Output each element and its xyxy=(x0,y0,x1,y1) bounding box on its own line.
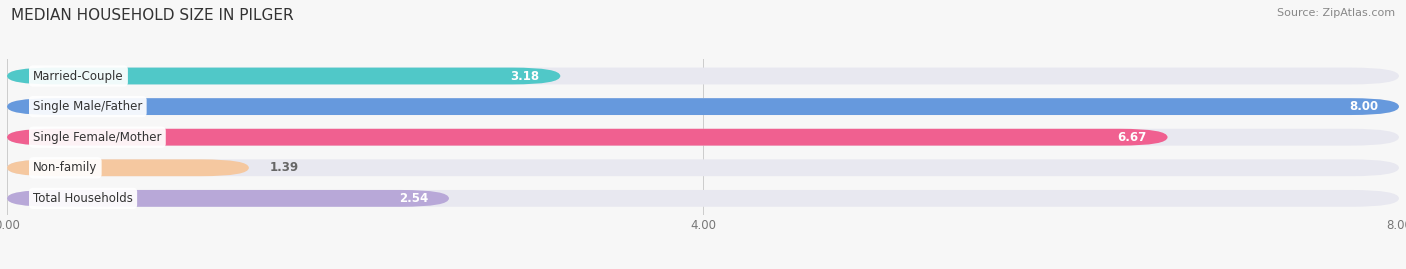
FancyBboxPatch shape xyxy=(7,98,1399,115)
Text: 8.00: 8.00 xyxy=(1348,100,1378,113)
FancyBboxPatch shape xyxy=(7,159,1399,176)
FancyBboxPatch shape xyxy=(7,68,561,84)
FancyBboxPatch shape xyxy=(7,129,1399,146)
Text: Non-family: Non-family xyxy=(34,161,97,174)
FancyBboxPatch shape xyxy=(7,129,1167,146)
Text: Source: ZipAtlas.com: Source: ZipAtlas.com xyxy=(1277,8,1395,18)
Text: 2.54: 2.54 xyxy=(399,192,427,205)
FancyBboxPatch shape xyxy=(7,190,1399,207)
Text: 1.39: 1.39 xyxy=(270,161,299,174)
FancyBboxPatch shape xyxy=(7,159,249,176)
FancyBboxPatch shape xyxy=(7,68,1399,84)
Text: Married-Couple: Married-Couple xyxy=(34,69,124,83)
Text: 3.18: 3.18 xyxy=(510,69,540,83)
FancyBboxPatch shape xyxy=(7,98,1399,115)
Text: 6.67: 6.67 xyxy=(1118,131,1147,144)
Text: Total Households: Total Households xyxy=(34,192,134,205)
Text: Single Female/Mother: Single Female/Mother xyxy=(34,131,162,144)
Text: MEDIAN HOUSEHOLD SIZE IN PILGER: MEDIAN HOUSEHOLD SIZE IN PILGER xyxy=(11,8,294,23)
Text: Single Male/Father: Single Male/Father xyxy=(34,100,142,113)
FancyBboxPatch shape xyxy=(7,190,449,207)
